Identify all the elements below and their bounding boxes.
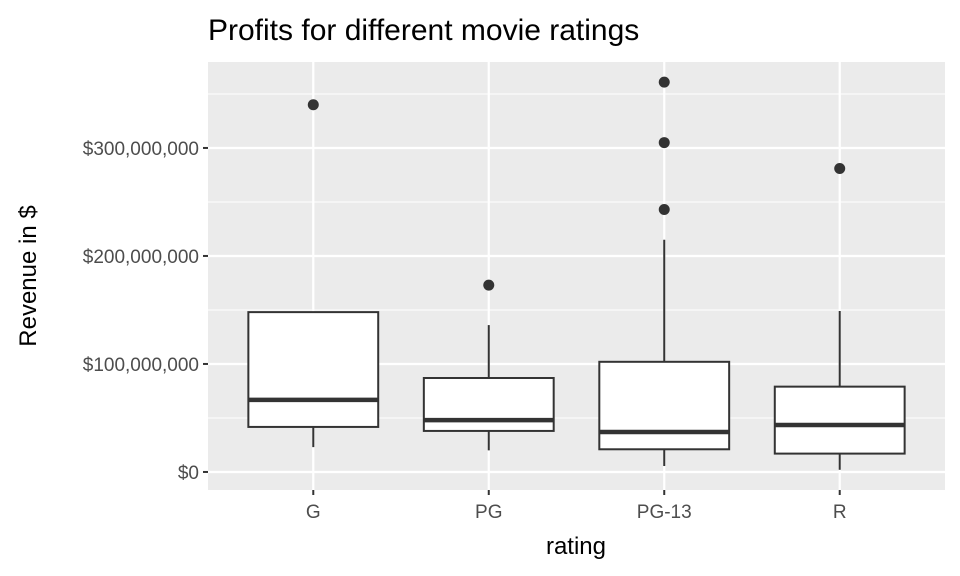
y-axis-label: Revenue in $: [15, 205, 42, 346]
y-tick-label: $0: [178, 463, 199, 484]
x-axis-label: rating: [546, 533, 606, 560]
box-G: [247, 99, 380, 448]
y-tick-label: $200,000,000: [83, 247, 199, 268]
x-tick-label: PG-13: [637, 502, 692, 523]
outlier-point: [658, 137, 670, 149]
outlier-point: [834, 162, 846, 174]
y-tick-label: $100,000,000: [83, 355, 199, 376]
y-tick-label: $300,000,000: [83, 139, 199, 160]
box-PG-13: [598, 76, 731, 467]
chart-title: Profits for different movie ratings: [208, 14, 639, 47]
outlier-point: [658, 76, 670, 88]
box-iqr: [422, 377, 555, 432]
box-iqr: [598, 360, 731, 451]
x-tick-label: G: [306, 502, 321, 523]
box-iqr: [247, 311, 380, 428]
x-tick-label: PG: [475, 502, 502, 523]
outlier-point: [483, 279, 495, 291]
box-PG: [422, 279, 555, 451]
box-R: [773, 162, 906, 470]
x-tick-label: R: [833, 502, 847, 523]
box-iqr: [773, 385, 906, 455]
outlier-point: [307, 99, 319, 111]
outlier-point: [658, 204, 670, 216]
